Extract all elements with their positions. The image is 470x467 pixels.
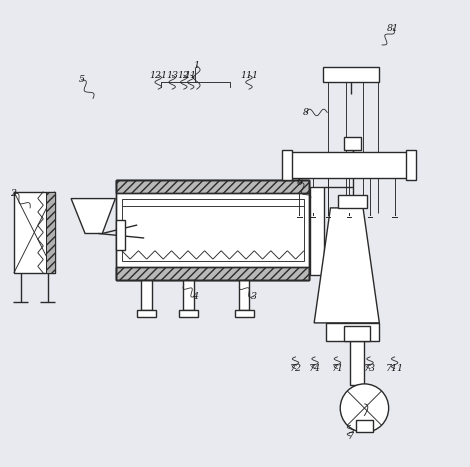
Circle shape xyxy=(340,384,389,432)
Text: 111: 111 xyxy=(240,71,258,80)
Bar xyxy=(338,195,367,208)
Bar xyxy=(407,150,415,180)
Text: 81: 81 xyxy=(387,24,400,33)
Text: 13: 13 xyxy=(166,71,178,80)
Bar xyxy=(345,325,370,340)
Polygon shape xyxy=(314,208,379,323)
Text: 12: 12 xyxy=(178,71,190,80)
Text: 711: 711 xyxy=(386,364,404,373)
Bar xyxy=(356,420,373,432)
Bar xyxy=(235,311,254,317)
Polygon shape xyxy=(71,198,115,234)
Bar xyxy=(47,191,55,273)
Bar xyxy=(179,311,198,317)
Bar xyxy=(116,267,310,280)
Bar xyxy=(291,152,407,177)
Text: 8: 8 xyxy=(303,108,309,117)
Text: 5: 5 xyxy=(78,75,84,85)
Bar xyxy=(141,280,152,311)
Bar xyxy=(116,180,310,280)
Bar xyxy=(323,67,379,82)
Bar xyxy=(183,280,194,311)
Text: 73: 73 xyxy=(364,364,376,373)
Text: 11: 11 xyxy=(185,71,197,80)
Text: 71: 71 xyxy=(331,364,344,373)
Text: 74: 74 xyxy=(309,364,321,373)
Bar xyxy=(116,267,310,280)
Text: 2: 2 xyxy=(10,190,16,198)
Text: 3: 3 xyxy=(251,292,257,301)
Bar xyxy=(116,180,310,193)
Text: 6: 6 xyxy=(296,178,302,187)
Text: 121: 121 xyxy=(149,71,167,80)
Bar xyxy=(351,340,364,385)
Text: 72: 72 xyxy=(290,364,302,373)
Bar xyxy=(345,137,361,150)
Bar xyxy=(282,150,292,180)
Text: 7: 7 xyxy=(347,432,353,440)
Text: 1: 1 xyxy=(194,61,200,71)
Bar xyxy=(14,191,55,273)
Bar xyxy=(137,311,156,317)
Bar xyxy=(122,198,304,262)
Text: 4: 4 xyxy=(192,292,198,301)
Bar xyxy=(47,191,55,273)
Bar xyxy=(310,187,324,276)
Bar xyxy=(326,323,379,340)
Bar xyxy=(116,180,310,193)
Bar xyxy=(116,220,125,250)
Bar xyxy=(116,180,310,280)
Bar xyxy=(239,280,250,311)
